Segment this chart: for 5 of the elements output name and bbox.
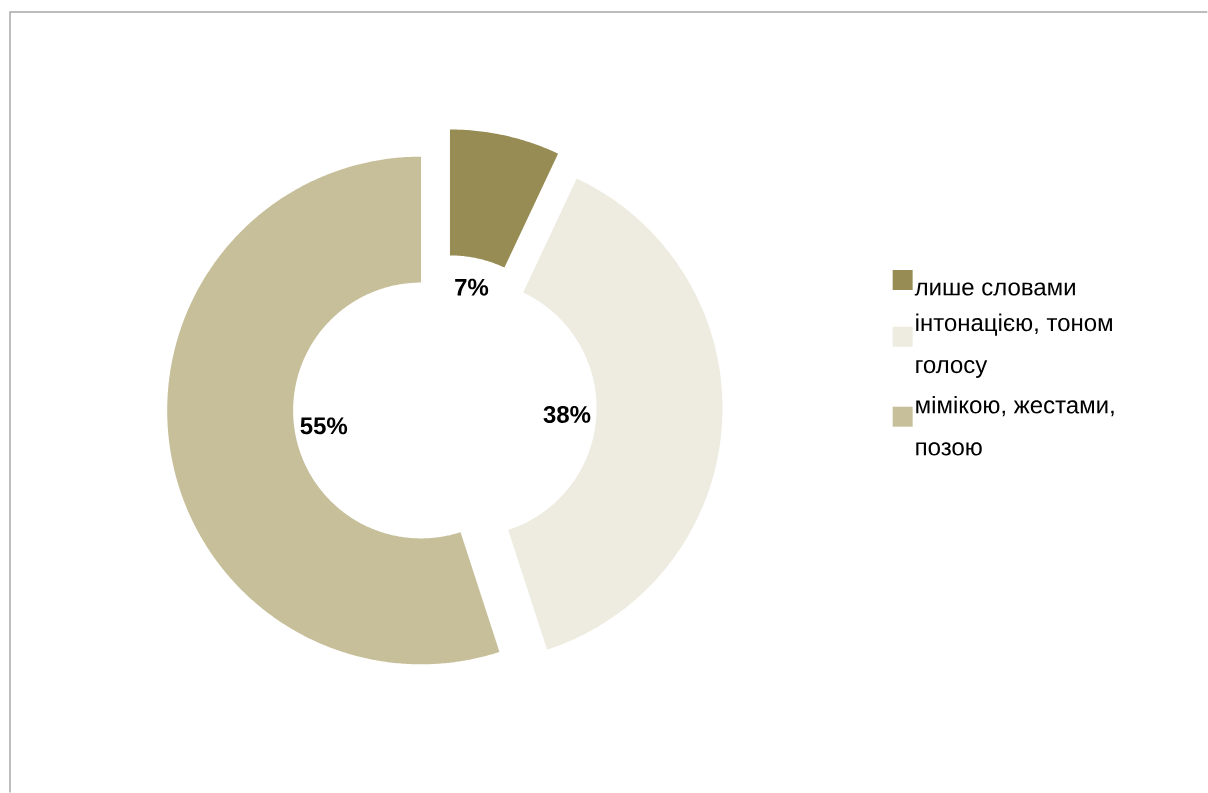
data-label: 38% [543,405,591,423]
data-label: 7% [455,278,489,296]
data-label: 55% [300,417,348,435]
legend-label: мімікою, жестами, позою [916,395,1114,456]
legend-label: лише словами [914,282,1075,296]
